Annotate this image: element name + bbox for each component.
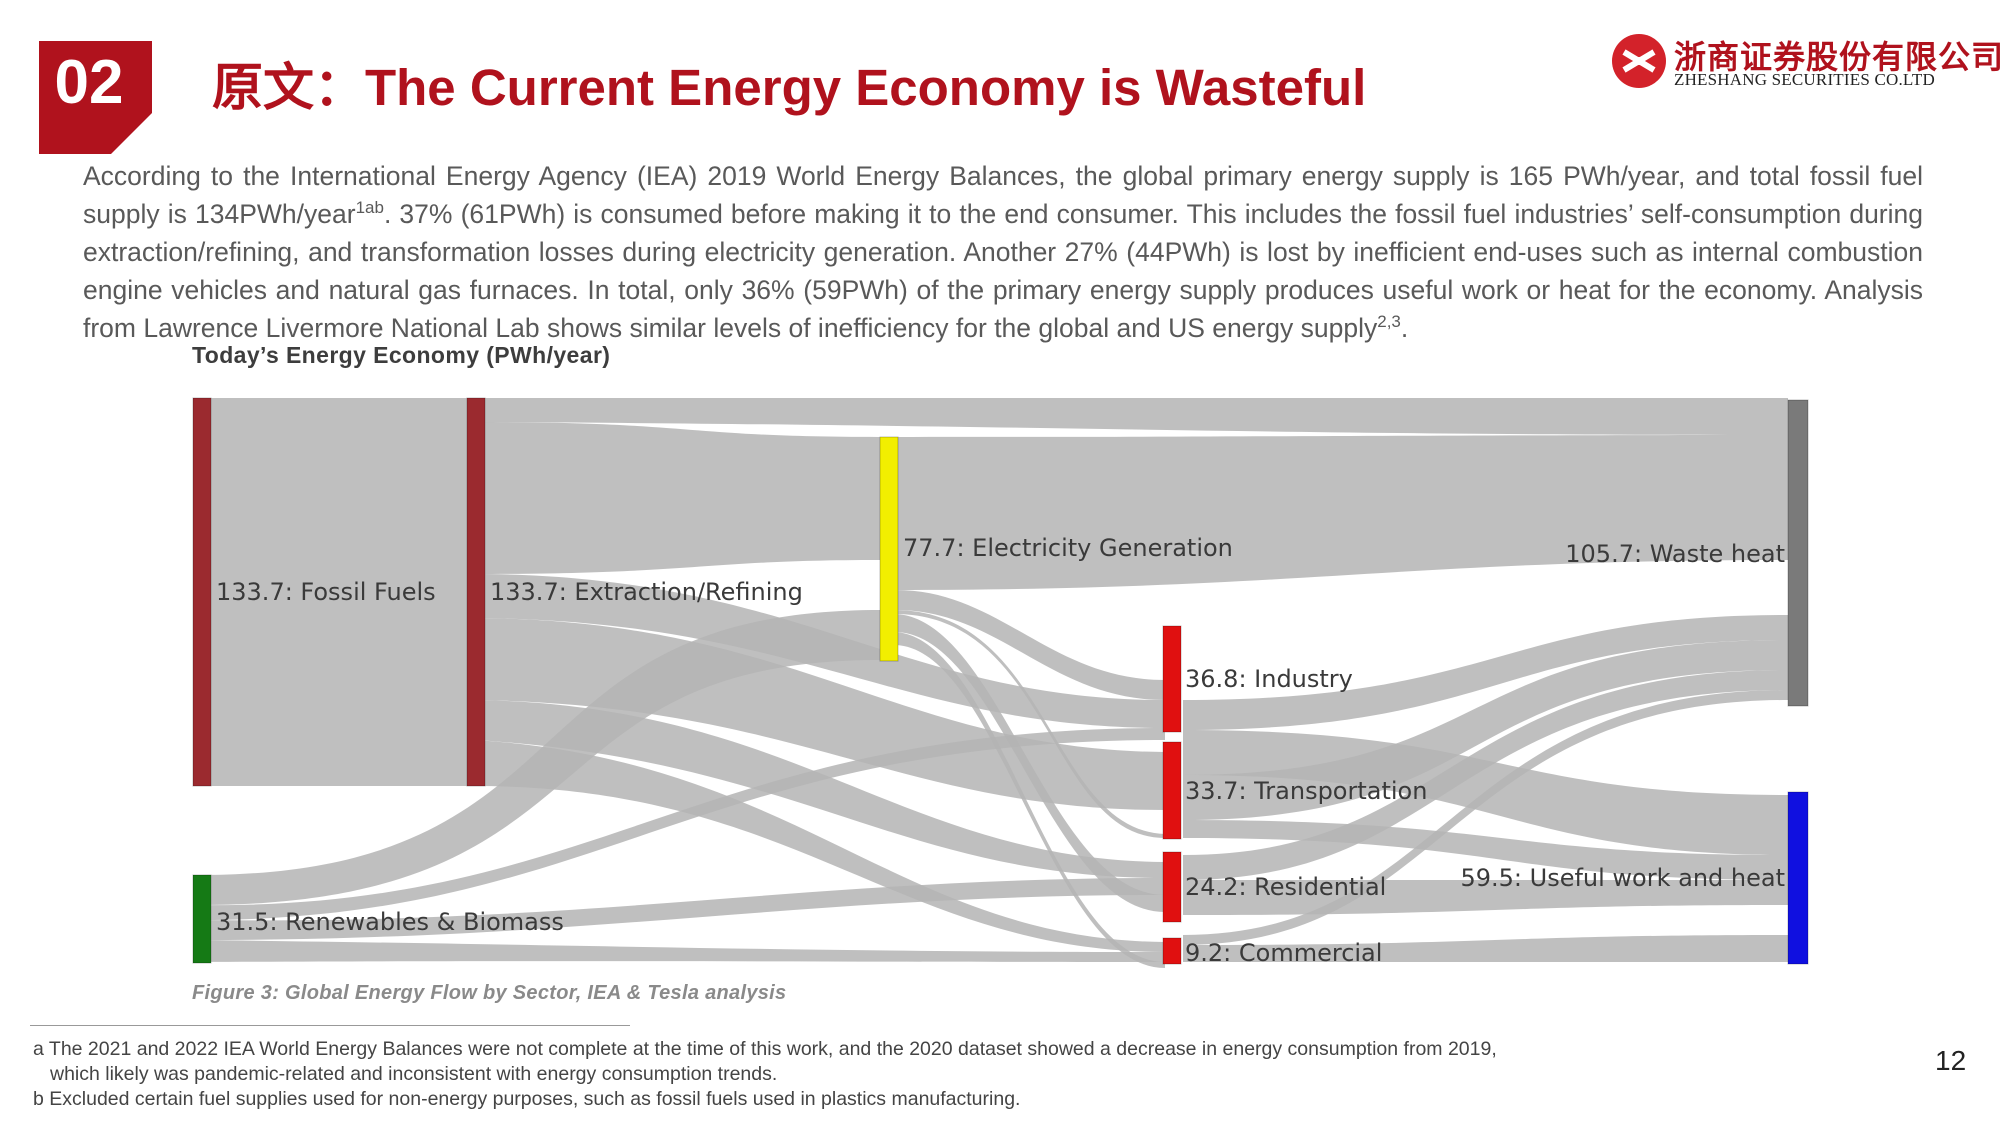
chart-title: Today’s Energy Economy (PWh/year): [192, 342, 611, 368]
footnote-ref-2-3: 2,3: [1377, 312, 1401, 332]
body-text-part-3: .: [1400, 313, 1409, 343]
link-renewables-electricity: [200, 610, 880, 905]
node-elec: [879, 436, 899, 662]
logo-mark-icon: [1612, 34, 1666, 88]
page-title: 原文：The Current Energy Economy is Wastefu…: [212, 59, 1367, 116]
node-extract: [466, 397, 486, 787]
link-renewables-commercial: [200, 940, 1165, 962]
footnote-a-line-2: which likely was pandemic-related and in…: [50, 1063, 778, 1085]
link-industry-waste: [1183, 615, 1788, 730]
sankey-links: [195, 398, 1788, 968]
footnote-a-line-1: a The 2021 and 2022 IEA World Energy Bal…: [33, 1038, 1497, 1060]
link-extraction-waste: [475, 398, 1788, 435]
footnote-divider: [30, 1025, 630, 1026]
logo-english-name: ZHESHANG SECURITIES CO.LTD: [1674, 70, 1935, 89]
link-commercial-useful: [1183, 935, 1788, 962]
section-badge: 02: [39, 41, 152, 154]
logo-chinese-name: 浙商证券股份有限公司: [1674, 38, 2000, 76]
link-residential-waste: [1183, 670, 1788, 880]
node-waste: [1787, 399, 1809, 707]
node-label-waste: 105.7: Waste heat: [1565, 540, 1785, 568]
figure-caption: Figure 3: Global Energy Flow by Sector, …: [192, 982, 787, 1004]
link-transport-waste: [1183, 640, 1788, 820]
node-industry: [1162, 625, 1182, 733]
company-logo: 浙商证券股份有限公司 ZHESHANG SECURITIES CO.LTD: [1610, 30, 2000, 96]
node-useful: [1787, 791, 1809, 965]
section-number: 02: [54, 48, 124, 117]
link-extraction-electricity: [475, 422, 880, 574]
node-renew: [192, 874, 212, 964]
node-label-fossil: 133.7: Fossil Fuels: [216, 578, 436, 606]
body-text-part-2: . 37% (61PWh) is consumed before making …: [83, 199, 1923, 343]
footnote-ref-1ab: 1ab: [355, 198, 384, 218]
sankey-nodes: [192, 397, 1809, 965]
node-label-commercial: 9.2: Commercial: [1185, 939, 1382, 967]
link-extraction-residential: [475, 700, 1165, 878]
link-fossil-extraction: [195, 398, 470, 786]
body-text-part-1: According to the International Energy Ag…: [83, 161, 1923, 229]
node-label-residential: 24.2: Residential: [1185, 873, 1386, 901]
link-electricity-waste: [896, 435, 1788, 590]
footnote-b: b Excluded certain fuel supplies used fo…: [33, 1088, 1021, 1110]
link-extraction-commercial: [475, 740, 1165, 952]
badge-shape: [39, 41, 152, 154]
link-renewables-residential: [200, 878, 1165, 940]
node-label-industry: 36.8: Industry: [1185, 665, 1353, 693]
node-fossil: [192, 397, 212, 787]
node-label-useful: 59.5: Useful work and heat: [1460, 864, 1785, 892]
body-paragraph: According to the International Energy Ag…: [83, 157, 1923, 347]
node-residential: [1162, 851, 1182, 923]
node-label-transport: 33.7: Transportation: [1185, 777, 1427, 805]
node-label-elec: 77.7: Electricity Generation: [903, 534, 1233, 562]
page-number: 12: [1935, 1045, 1967, 1076]
node-label-extract: 133.7: Extraction/Refining: [490, 578, 803, 606]
node-label-renew: 31.5: Renewables & Biomass: [216, 908, 564, 936]
node-commercial: [1162, 937, 1182, 965]
sankey-node-labels: 133.7: Fossil Fuels 31.5: Renewables & Bi…: [216, 534, 1785, 967]
node-transport: [1162, 741, 1182, 840]
link-electricity-industry: [896, 590, 1165, 700]
